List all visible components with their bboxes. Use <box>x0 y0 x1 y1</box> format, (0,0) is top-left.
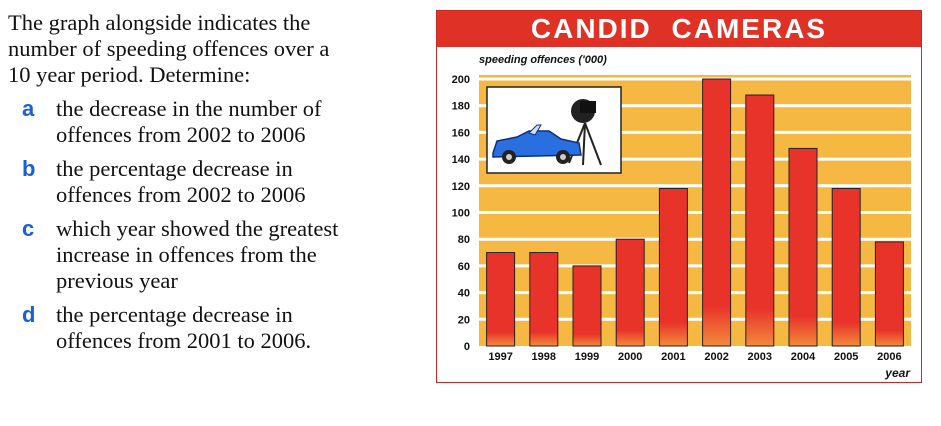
question-text: The graph alongside indicates the number… <box>8 10 423 362</box>
bar-chart: 0 20 40 60 80 100 120 140 160 180 200 1997 1998 1999… <box>452 54 912 380</box>
x-axis-label: year <box>884 366 911 380</box>
part-line: offences from 2002 to 2006 <box>56 182 306 207</box>
x-tick-label: 2000 <box>618 351 642 363</box>
question-part-c: c which year showed the greatest increas… <box>8 216 423 294</box>
bar-2001 <box>658 187 688 347</box>
x-tick-label: 2003 <box>748 351 772 363</box>
bar-2002 <box>702 78 732 347</box>
intro-line: The graph alongside indicates the <box>8 10 311 35</box>
bar-2005 <box>831 187 861 347</box>
y-tick-label: 120 <box>452 181 470 193</box>
question-intro: The graph alongside indicates the number… <box>8 10 423 88</box>
y-tick-label: 140 <box>452 154 470 166</box>
part-line: offences from 2002 to 2006 <box>56 122 306 147</box>
part-line: offences from 2001 to 2006. <box>56 328 312 353</box>
y-tick-label: 40 <box>458 288 470 300</box>
bar-2006 <box>874 241 904 347</box>
bar-2003 <box>745 94 775 347</box>
intro-line: 10 year period. Determine: <box>8 62 251 87</box>
y-tick-label: 160 <box>452 127 470 139</box>
question-part-b: b the percentage decrease in offences fr… <box>8 156 423 208</box>
y-tick-label: 0 <box>464 341 470 353</box>
part-letter: a <box>22 96 35 121</box>
bar-2000 <box>615 238 645 347</box>
part-line: which year showed the greatest <box>56 216 339 241</box>
bar-1997 <box>486 252 516 347</box>
part-line: the percentage decrease in <box>56 302 293 327</box>
chart-panel: CANDID CAMERAS 0 20 40 60 80 100 120 140 160 180 2… <box>436 10 922 383</box>
x-tick-label: 2002 <box>704 351 728 363</box>
car-camera-inset <box>486 86 622 174</box>
car-icon <box>492 124 582 164</box>
bar-1998 <box>529 252 559 347</box>
question-part-a: a the decrease in the number of offences… <box>8 96 423 148</box>
part-letter: d <box>22 302 36 327</box>
y-tick-label: 100 <box>452 208 470 220</box>
part-letter: b <box>22 156 36 181</box>
part-letter: c <box>22 216 35 241</box>
question-part-d: d the percentage decrease in offences fr… <box>8 302 423 354</box>
y-tick-label: 60 <box>458 261 470 273</box>
y-tick-label: 80 <box>458 234 470 246</box>
x-tick-label: 2004 <box>791 351 816 363</box>
part-line: increase in offences from the <box>56 242 317 267</box>
chart-title: CANDID CAMERAS <box>437 11 921 47</box>
part-line: the percentage decrease in <box>56 156 293 181</box>
x-tick-label: 2006 <box>877 351 901 363</box>
x-tick-label: 1998 <box>532 351 556 363</box>
part-line: the decrease in the number of <box>56 96 322 121</box>
y-tick-label: 200 <box>452 74 470 86</box>
bar-2004 <box>788 147 818 347</box>
bar-1999 <box>572 265 602 347</box>
part-line: previous year <box>56 268 178 293</box>
intro-line: number of speeding offences over a <box>8 36 330 61</box>
x-tick-label: 2005 <box>834 351 858 363</box>
x-tick-label: 1997 <box>488 351 512 363</box>
y-axis-label: speeding offences ('000) <box>479 54 607 66</box>
y-tick-label: 180 <box>452 101 470 113</box>
x-tick-label: 2001 <box>661 351 685 363</box>
y-tick-label: 20 <box>458 314 470 326</box>
x-tick-label: 1999 <box>575 351 599 363</box>
